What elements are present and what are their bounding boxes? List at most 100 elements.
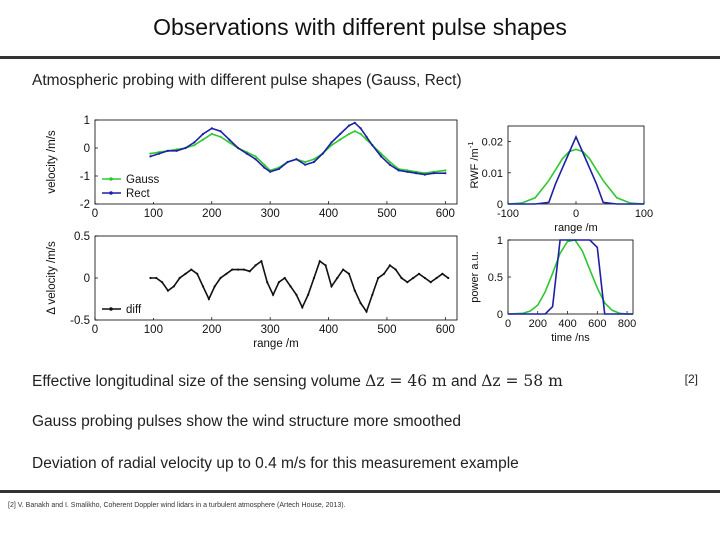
footer-divider: [0, 490, 720, 493]
velocity-point-gauss: [228, 141, 231, 144]
bullet-sensing-volume: Effective longitudinal size of the sensi…: [32, 372, 563, 391]
velocity-ytick-label: -1: [80, 171, 90, 183]
diff-point-diff: [155, 276, 158, 280]
diff-point-diff: [266, 281, 269, 284]
diff-point-diff: [417, 272, 421, 275]
velocity-point-rect: [406, 170, 409, 173]
pulse-xlabel: time /ns: [551, 332, 590, 344]
rwf-xlabel: range /m: [554, 222, 597, 234]
velocity-point-rect: [263, 166, 266, 169]
velocity-point-rect: [254, 158, 257, 161]
diff-point-diff: [359, 302, 362, 305]
velocity-legend-label: Gauss: [126, 174, 159, 186]
diff-point-diff: [447, 276, 450, 280]
pulse-ytick-label: 1: [497, 235, 503, 247]
diff-series-diff: [150, 259, 449, 314]
pulse-ytick-label: 0.5: [488, 272, 503, 284]
velocity-point-rect: [388, 163, 391, 166]
diff-point-diff: [161, 281, 164, 284]
velocity-point-gauss: [193, 144, 196, 147]
diff-point-diff: [254, 264, 257, 267]
velocity-xtick-label: 500: [377, 208, 396, 220]
bullet-deviation: Deviation of radial velocity up to 0.4 m…: [32, 455, 519, 472]
diff-point-diff: [307, 293, 310, 296]
velocity-point-gauss: [353, 130, 356, 133]
velocity-point-rect: [397, 169, 400, 172]
velocity-point-rect: [444, 172, 447, 175]
velocity-xtick-label: 200: [202, 208, 221, 220]
diff-point-diff: [400, 276, 403, 280]
velocity-point-rect: [166, 149, 170, 152]
diff-point-diff: [248, 270, 251, 273]
diff-point-diff: [301, 306, 304, 309]
pulse-shape-plot: 0 200 400 600 800 1 0.5 0 power a.u. time /ns: [469, 235, 636, 344]
pulse-xtick-label: 600: [588, 318, 606, 330]
diff-legend-label: diff: [126, 304, 142, 316]
diff-point-diff: [184, 272, 187, 275]
diff-point-diff: [295, 293, 298, 296]
rwf-series-gauss: [507, 148, 645, 205]
velocity-point-rect: [321, 152, 324, 155]
velocity-series-rect: [150, 121, 446, 176]
velocity-point-rect: [339, 132, 342, 136]
pulse-xtick-label: 0: [505, 318, 511, 330]
diff-xlabel: range /m: [253, 338, 298, 350]
diff-point-diff: [336, 276, 339, 280]
diff-point-diff: [178, 276, 181, 280]
velocity-xtick-label: 0: [92, 208, 98, 220]
diff-xtick-label: 300: [261, 324, 280, 336]
velocity-xtick-label: 600: [436, 208, 455, 220]
rwf-ytick-label: 0.01: [482, 168, 503, 180]
diff-point-diff: [236, 268, 240, 271]
diff-point-diff: [429, 281, 432, 284]
velocity-xtick-label: 300: [261, 208, 280, 220]
diff-xtick-label: 200: [202, 324, 221, 336]
velocity-ytick-label: 0: [84, 143, 90, 155]
rwf-xtick-label: -100: [497, 208, 519, 220]
velocity-point-gauss: [312, 158, 316, 161]
velocity-point-rect: [365, 135, 368, 138]
diff-point-diff: [196, 272, 199, 275]
equation-rect: Δz = 58 m: [481, 372, 563, 390]
velocity-point-gauss: [149, 152, 152, 155]
footnote: [2] V. Banakh and I. Smalikho, Coherent …: [8, 502, 346, 509]
velocity-point-gauss: [388, 160, 391, 164]
velocity-point-rect: [245, 152, 248, 155]
velocity-point-rect: [295, 158, 298, 161]
diff-legend-box: [99, 300, 165, 318]
diff-point-diff: [324, 264, 327, 267]
diff-point-diff: [283, 276, 286, 280]
rwf-ylabel: RWF /m-1: [466, 142, 481, 189]
diff-point-diff: [271, 293, 275, 296]
velocity-point-gauss: [379, 152, 383, 155]
diff-point-diff: [260, 260, 263, 263]
velocity-legend-label: Rect: [126, 188, 150, 200]
pulse-xtick-label: 400: [558, 318, 576, 330]
diff-xtick-label: 0: [92, 324, 98, 336]
diff-xtick-label: 100: [144, 324, 163, 336]
velocity-legend-marker: [109, 191, 113, 195]
velocity-point-gauss: [201, 138, 205, 141]
diff-point-diff: [166, 289, 170, 292]
rwf-xtick-label: 0: [573, 208, 579, 220]
title-divider: [0, 56, 720, 59]
velocity-point-rect: [359, 127, 362, 130]
diff-point-diff: [312, 276, 316, 280]
velocity-point-rect: [158, 152, 161, 155]
velocity-point-gauss: [219, 135, 222, 138]
diff-ytick-label: -0.5: [70, 315, 90, 327]
diff-point-diff: [382, 272, 386, 275]
velocity-point-gauss: [304, 160, 307, 164]
heading-text: Atmospheric probing with different pulse…: [32, 72, 462, 89]
rwf-ytick-label: 0: [497, 199, 503, 211]
rwf-axes-frame: [507, 125, 645, 205]
velocity-point-gauss: [330, 144, 333, 147]
diff-point-diff: [435, 276, 438, 280]
velocity-point-rect: [193, 141, 196, 144]
velocity-point-rect: [149, 155, 152, 158]
diff-point-diff: [347, 272, 351, 275]
diff-point-diff: [172, 285, 175, 288]
velocity-point-gauss: [444, 169, 447, 172]
